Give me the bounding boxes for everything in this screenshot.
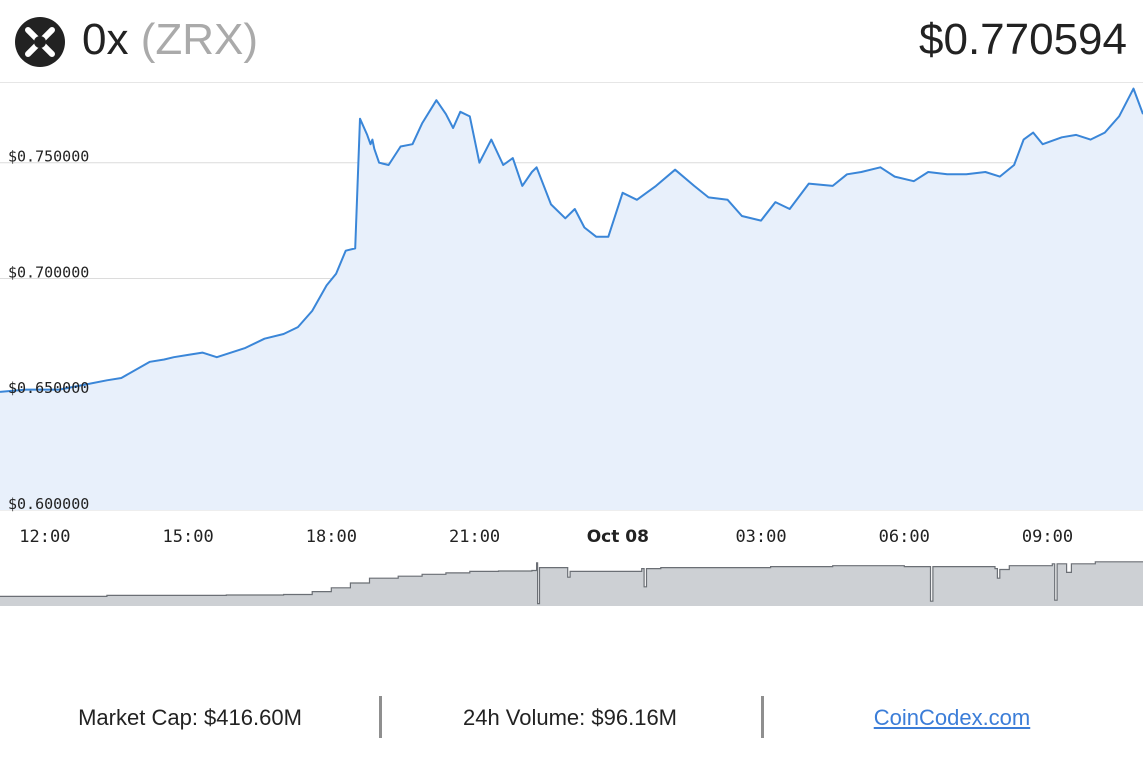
coin-price: $0.770594 bbox=[919, 15, 1127, 64]
volume-area bbox=[0, 561, 1143, 606]
footer-divider bbox=[379, 696, 382, 738]
x-tick-label: 21:00 bbox=[449, 527, 500, 547]
volume-label: 24h Volume: $96.16M bbox=[462, 705, 678, 730]
coin-symbol: (ZRX) bbox=[140, 15, 259, 64]
x-tick-label: 09:00 bbox=[1022, 527, 1073, 547]
stats-footer: Market Cap: $416.60M 24h Volume: $96.16M… bbox=[0, 690, 1143, 746]
x-tick-label: 12:00 bbox=[19, 527, 70, 547]
y-tick-label: $0.700000 bbox=[8, 263, 89, 281]
header-divider bbox=[0, 82, 1143, 83]
zrx-logo-icon bbox=[15, 17, 65, 67]
volume-line bbox=[0, 561, 1143, 605]
x-tick-label: 18:00 bbox=[306, 527, 357, 547]
price-area bbox=[0, 88, 1143, 510]
market-cap-label: Market Cap: $416.60M bbox=[78, 705, 302, 730]
x-tick-label: 06:00 bbox=[879, 527, 930, 547]
y-tick-label: $0.650000 bbox=[8, 379, 89, 397]
price-chart: $0.600000 $0.650000 $0.700000 $0.750000 12:0… bbox=[0, 87, 1143, 606]
coin-title: 0x (ZRX) bbox=[82, 12, 258, 68]
price-line bbox=[0, 87, 1143, 393]
y-tick-label: $0.750000 bbox=[8, 148, 89, 166]
coin-name: 0x bbox=[82, 15, 129, 64]
x-tick-label: 15:00 bbox=[163, 527, 214, 547]
y-tick-label: $0.600000 bbox=[8, 495, 89, 513]
coin-header: 0x (ZRX) $0.770594 bbox=[0, 0, 1143, 82]
coincodex-link[interactable]: CoinCodex.com bbox=[873, 705, 1031, 730]
footer-divider bbox=[761, 696, 764, 738]
x-tick-label: Oct 08 bbox=[587, 527, 649, 547]
x-tick-label: 03:00 bbox=[735, 527, 786, 547]
